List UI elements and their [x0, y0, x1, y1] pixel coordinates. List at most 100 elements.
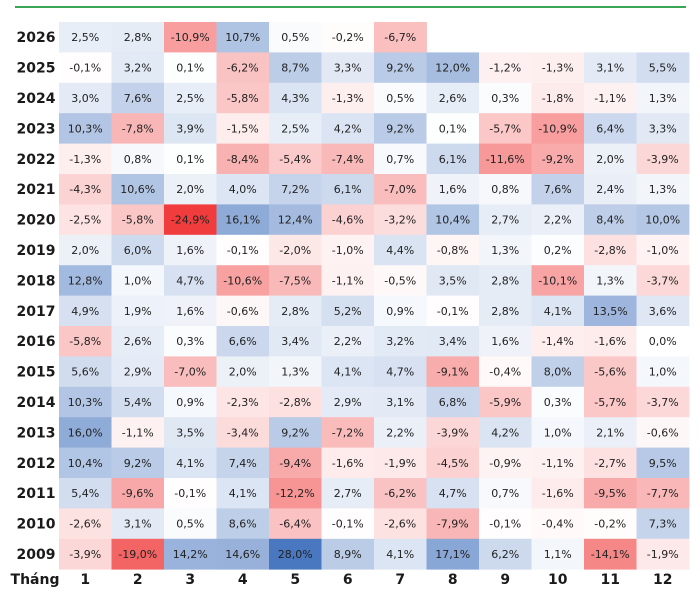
heatmap-cell: [59, 508, 112, 540]
heatmap-cell: [584, 478, 637, 509]
cell-value-label: -1,3%: [69, 153, 101, 166]
heatmap-cell: [636, 82, 690, 114]
year-label: 2021: [17, 182, 56, 198]
cell-value-label: 3,1%: [124, 518, 152, 531]
cell-value-label: -7,0%: [384, 183, 416, 196]
cell-value-label: -3,4%: [227, 426, 259, 439]
cell-value-label: -7,9%: [437, 518, 469, 531]
cell-value-label: -1,0%: [647, 244, 679, 257]
cell-value-label: 2,0%: [229, 366, 257, 379]
heatmap-cell: [584, 386, 637, 418]
cell-value-label: -6,2%: [384, 487, 416, 500]
cell-value-label: -6,7%: [384, 31, 416, 44]
cell-value-label: 17,1%: [435, 548, 470, 561]
cell-value-label: 10,7%: [225, 31, 260, 44]
heatmap-cell: [479, 447, 532, 479]
heatmap-cell: [636, 265, 690, 296]
cell-value-label: -1,6%: [542, 487, 574, 500]
year-label: 2025: [17, 61, 56, 77]
cell-value-label: 10,4%: [68, 457, 103, 470]
year-label: 2011: [17, 486, 56, 502]
heatmap-cell: [374, 113, 427, 144]
heatmap-cell: [164, 478, 217, 509]
cell-value-label: 4,7%: [386, 366, 414, 379]
heatmap-cell: [111, 508, 165, 540]
heatmap-cell: [321, 386, 375, 418]
year-label: 2022: [17, 152, 56, 168]
heatmap-cell: [59, 417, 112, 448]
heatmap-cell: [531, 508, 585, 540]
cell-value-label: 1,1%: [544, 548, 572, 561]
cell-value-label: -10,9%: [538, 122, 577, 135]
heatmap-cell: [164, 143, 217, 175]
cell-value-label: -0,6%: [647, 426, 679, 439]
heatmap-cell: [59, 234, 112, 266]
cell-value-label: 10,6%: [120, 183, 155, 196]
heatmap-cell: [584, 234, 637, 266]
heatmap-cell: [479, 234, 532, 266]
heatmap-cell: [216, 447, 270, 479]
cell-value-label: -4,3%: [69, 183, 101, 196]
heatmap-cell: [374, 82, 427, 114]
heatmap-cell: [59, 82, 112, 114]
heatmap-cell: [636, 447, 690, 479]
heatmap-cell: [636, 326, 690, 357]
cell-value-label: -0,2%: [594, 518, 626, 531]
heatmap-cell: [479, 174, 532, 205]
heatmap-cell: [164, 174, 217, 205]
heatmap-cell: [269, 447, 322, 479]
cell-value-label: -1,0%: [332, 244, 364, 257]
cell-value-label: 2,6%: [124, 335, 152, 348]
heatmap-cell: [426, 234, 480, 266]
cell-value-label: 2,6%: [439, 92, 467, 105]
heatmap-cell: [269, 478, 322, 509]
heatmap-cell: [321, 508, 375, 540]
heatmap-cell: [59, 204, 112, 236]
cell-value-label: 1,6%: [439, 183, 467, 196]
cell-value-label: -2,0%: [279, 244, 311, 257]
heatmap-cell: [584, 204, 637, 236]
cell-value-label: -2,8%: [594, 244, 626, 257]
cell-value-label: 0,0%: [649, 335, 677, 348]
cell-value-label: -12,2%: [276, 487, 315, 500]
heatmap-cell: [59, 386, 112, 418]
heatmap-cell: [321, 417, 375, 448]
heatmap-cell: [374, 22, 427, 53]
heatmap-cell: [164, 386, 217, 418]
heatmap-cell: [269, 52, 322, 84]
cell-value-label: 1,9%: [124, 305, 152, 318]
cell-value-label: 10,3%: [68, 122, 103, 135]
year-label: 2026: [17, 30, 56, 46]
cell-value-label: 5,4%: [124, 396, 152, 409]
cell-value-label: -5,7%: [594, 396, 626, 409]
heatmap-cell: [216, 52, 270, 84]
cell-value-label: 0,7%: [491, 487, 519, 500]
cell-value-label: -0,1%: [69, 62, 101, 75]
heatmap-cell: [426, 326, 480, 357]
cell-value-label: 0,1%: [176, 153, 204, 166]
heatmap-cell: [164, 295, 217, 327]
cell-value-label: 4,9%: [71, 305, 99, 318]
heatmap-cell: [531, 234, 585, 266]
cell-value-label: 3,3%: [649, 122, 677, 135]
heatmap-cell: [531, 447, 585, 479]
heatmap-cell: [216, 174, 270, 205]
cell-value-label: -7,0%: [174, 366, 206, 379]
heatmap-cell: [479, 417, 532, 448]
cell-value-label: 5,4%: [71, 487, 99, 500]
cell-value-label: -0,9%: [489, 457, 521, 470]
cell-value-label: -0,8%: [437, 244, 469, 257]
heatmap-cell: [216, 204, 270, 236]
cell-value-label: 3,9%: [176, 122, 204, 135]
heatmap-cell: [111, 234, 165, 266]
cell-value-label: 4,7%: [176, 274, 204, 287]
cell-value-label: 3,2%: [386, 335, 414, 348]
heatmap-cell: [426, 204, 480, 236]
cell-value-label: -0,4%: [489, 366, 521, 379]
heatmap-cell: [426, 265, 480, 296]
heatmap-cell: [216, 326, 270, 357]
cell-value-label: -5,4%: [279, 153, 311, 166]
cell-value-label: 4,1%: [176, 457, 204, 470]
cell-value-label: 3,5%: [176, 426, 204, 439]
